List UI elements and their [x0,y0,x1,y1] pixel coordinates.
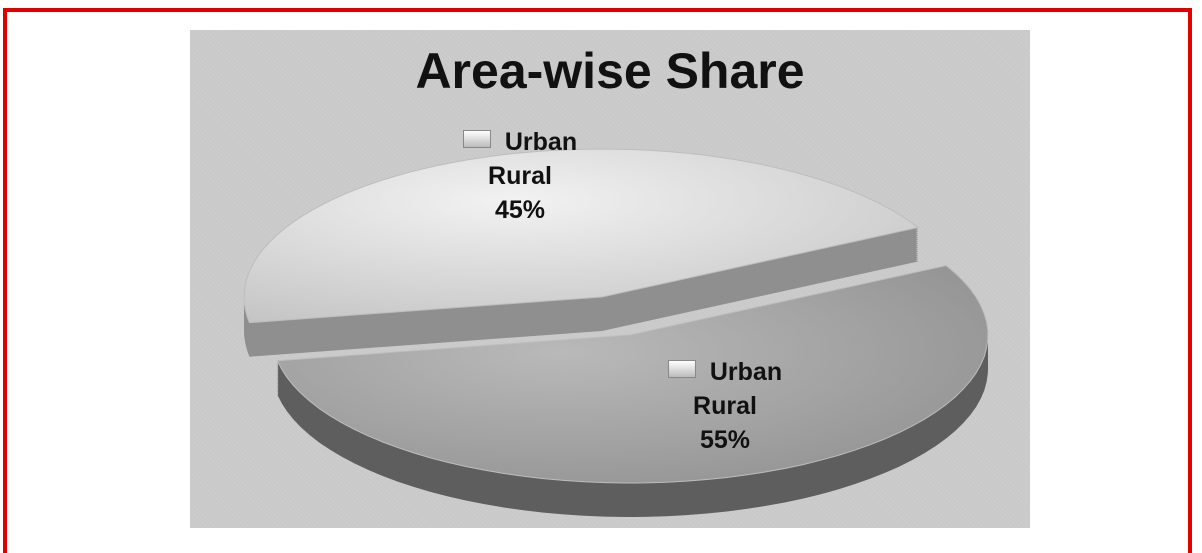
value-label: 45% [494,196,546,224]
category-label: Urban Rural [693,358,783,420]
category-label: Urban Rural [488,128,578,190]
slice [243,148,920,324]
legend-key [667,360,696,378]
chart: Area-wise Share Urban Rural 45% Urban Rura… [190,30,1030,528]
data-label: Urban Rural 45% [445,125,595,227]
data-label: Urban Rural 55% [650,355,800,457]
pie-canvas [243,148,989,517]
chart-title: Area-wise Share [415,43,805,99]
frame [3,8,1192,553]
slice [276,264,989,484]
legend-key [462,130,491,148]
value-label: 55% [699,426,751,454]
